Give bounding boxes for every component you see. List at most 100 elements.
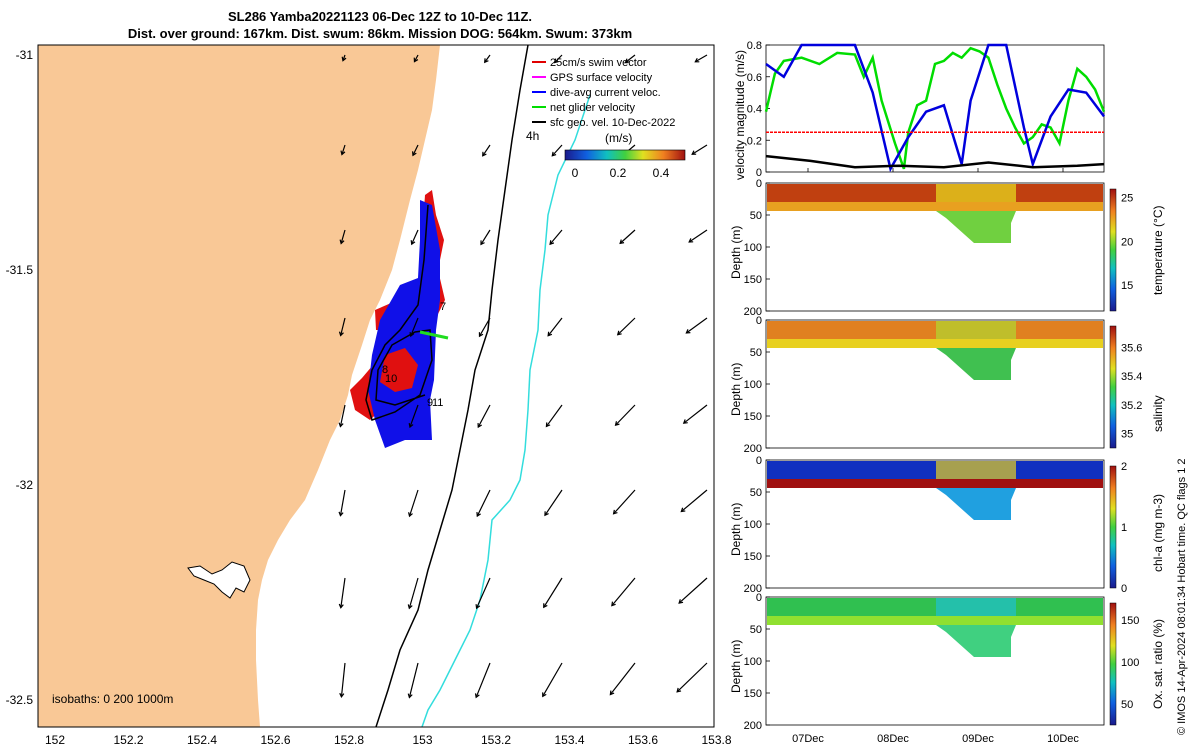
geo-arrow-43 xyxy=(408,662,419,698)
colorbar-title: (m/s) xyxy=(605,131,632,145)
colorbar-tick-0: 0 xyxy=(572,166,579,180)
geo-arrow-27 xyxy=(545,404,563,427)
geo-arrow-head-15 xyxy=(549,240,555,246)
geo-arrow-24 xyxy=(339,404,346,427)
geo-arrow-35 xyxy=(680,489,708,512)
date-tick-0: 07Dec xyxy=(792,733,824,745)
vel-ytick-1: 0.2 xyxy=(747,135,762,147)
section-2-ytick-1: 50 xyxy=(750,487,762,499)
geo-arrow-45 xyxy=(542,662,563,697)
geo-arrow-head-22 xyxy=(616,330,622,336)
section-3-ytick-4: 200 xyxy=(744,720,762,732)
date-tick-3: 10Dec xyxy=(1047,733,1079,745)
section-band-top-0 xyxy=(767,184,1103,202)
section-0-ytick-1: 50 xyxy=(750,210,762,222)
lon-tick-7: 153.4 xyxy=(554,733,584,747)
geo-arrow-head-12 xyxy=(339,239,345,245)
section-3-cbtick-0: 50 xyxy=(1121,699,1133,711)
section-patch-3 xyxy=(936,598,1016,616)
point-label-9: 9 xyxy=(427,397,433,409)
section-2-cbtick-0: 0 xyxy=(1121,583,1127,595)
geo-arrow-42 xyxy=(340,662,346,697)
lon-tick-9: 153.8 xyxy=(701,733,731,747)
track-line xyxy=(365,204,433,421)
section-3-ytick-2: 100 xyxy=(744,656,762,668)
geo-arrow-14 xyxy=(480,229,491,245)
section-2-colorbar xyxy=(1109,465,1117,589)
section-band-mid-2 xyxy=(767,479,1103,488)
section-band-mid-3 xyxy=(767,616,1103,625)
section-band-top-3 xyxy=(767,598,1103,616)
geo-arrow-8 xyxy=(482,144,491,157)
lat-tick-2: -32 xyxy=(16,478,34,492)
lon-tick-1: 152.2 xyxy=(113,733,143,747)
section-0-cbar-label: temperature (°C) xyxy=(1151,206,1165,296)
section-3-ytick-3: 150 xyxy=(744,688,762,700)
colorbar-tick-2: 0.4 xyxy=(653,166,670,180)
time-label: 4h xyxy=(526,129,539,143)
date-tick-1: 08Dec xyxy=(877,733,909,745)
velocity-ylabel: velocity magnitude (m/s) xyxy=(733,50,747,180)
geo-arrow-head-25 xyxy=(408,423,414,429)
section-patch-0 xyxy=(936,184,1016,202)
geo-arrow-9 xyxy=(551,144,563,157)
speed-colorbar xyxy=(564,149,686,161)
geo-arrow-head-30 xyxy=(338,511,344,517)
geo-arrow-head-40 xyxy=(611,601,616,607)
velocity-y-ticks: 0 0.2 0.4 0.6 0.8 xyxy=(747,40,770,179)
section-salinity: 0 50 100 150 200 Depth (m) 35 35.2 35.4 35.6 salin… xyxy=(729,315,1165,455)
geo-arrow-15 xyxy=(549,229,563,245)
geo-arrow-28 xyxy=(615,404,636,426)
geo-arrow-head-5 xyxy=(694,57,700,63)
longitude-ticks: 152 152.2 152.4 152.6 152.8 153 153.2 153.4 153.… xyxy=(45,733,732,747)
section-oxygen: 0 50 100 150 200 Depth (m) 50 100 150 Ox. sat. ra… xyxy=(729,592,1165,732)
geo-arrow-7 xyxy=(412,144,419,156)
geo-arrow-22 xyxy=(617,317,636,336)
legend-label-1: GPS surface velocity xyxy=(550,72,653,84)
section-deep-1 xyxy=(936,348,1016,380)
geo-arrow-31 xyxy=(408,489,419,517)
geo-arrow-20 xyxy=(478,317,491,337)
section-2-cbar-label: chl-a (mg m-3) xyxy=(1151,494,1165,572)
geo-arrow-46 xyxy=(609,662,636,695)
swim-vectors-red-inner xyxy=(380,348,418,392)
section-chl-a: 0 50 100 150 200 Depth (m) 0 1 2 chl-a (mg m-3) xyxy=(729,455,1165,595)
time-x-ticks: 07Dec 08Dec 09Dec 10Dec xyxy=(792,168,1079,745)
section-1-cbtick-1: 35.2 xyxy=(1121,400,1142,412)
geo-arrow-head-21 xyxy=(547,331,553,337)
section-0-ytick-2: 100 xyxy=(744,242,762,254)
vel-series-3 xyxy=(765,154,1105,169)
legend-label-0: 25cm/s swim vector xyxy=(550,57,647,69)
section-2-cbtick-1: 1 xyxy=(1121,522,1127,534)
section-band-mid-0 xyxy=(767,202,1103,211)
geo-arrow-head-39 xyxy=(543,603,548,609)
section-2-ytick-0: 0 xyxy=(756,455,762,467)
section-1-ylabel: Depth (m) xyxy=(729,363,743,416)
geo-arrow-2 xyxy=(484,54,491,63)
geo-arrow-head-34 xyxy=(612,509,618,515)
point-label-8: 8 xyxy=(382,364,388,376)
section-0-cbtick-1: 20 xyxy=(1121,236,1133,248)
lon-tick-8: 153.6 xyxy=(628,733,658,747)
section-band-mid-1 xyxy=(767,339,1103,348)
map-frame xyxy=(37,44,715,728)
geo-arrow-head-42 xyxy=(339,692,345,698)
lon-tick-5: 153 xyxy=(412,733,432,747)
section-1-cbtick-3: 35.6 xyxy=(1121,343,1142,355)
vel-series-0 xyxy=(764,46,1106,170)
geo-arrow-40 xyxy=(611,577,636,606)
geo-arrow-12 xyxy=(340,229,346,244)
map-panel: 7 8 10 9 11 25cm/s swim vector GPS surfac… xyxy=(6,44,732,747)
geo-arrow-37 xyxy=(408,577,419,609)
section-temperature: 0 50 100 150 200 Depth (m) 15 20 25 temperature (… xyxy=(729,178,1165,318)
section-1-ytick-0: 0 xyxy=(756,315,762,327)
section-3-colorbar xyxy=(1109,602,1117,726)
lat-tick-1: -31.5 xyxy=(6,263,34,277)
geo-arrow-18 xyxy=(340,317,346,336)
geo-arrow-26 xyxy=(477,404,491,428)
geo-arrow-head-8 xyxy=(482,151,487,157)
geo-arrow-11 xyxy=(691,144,708,155)
geo-arrow-head-19 xyxy=(409,332,415,338)
section-1-ytick-2: 100 xyxy=(744,379,762,391)
